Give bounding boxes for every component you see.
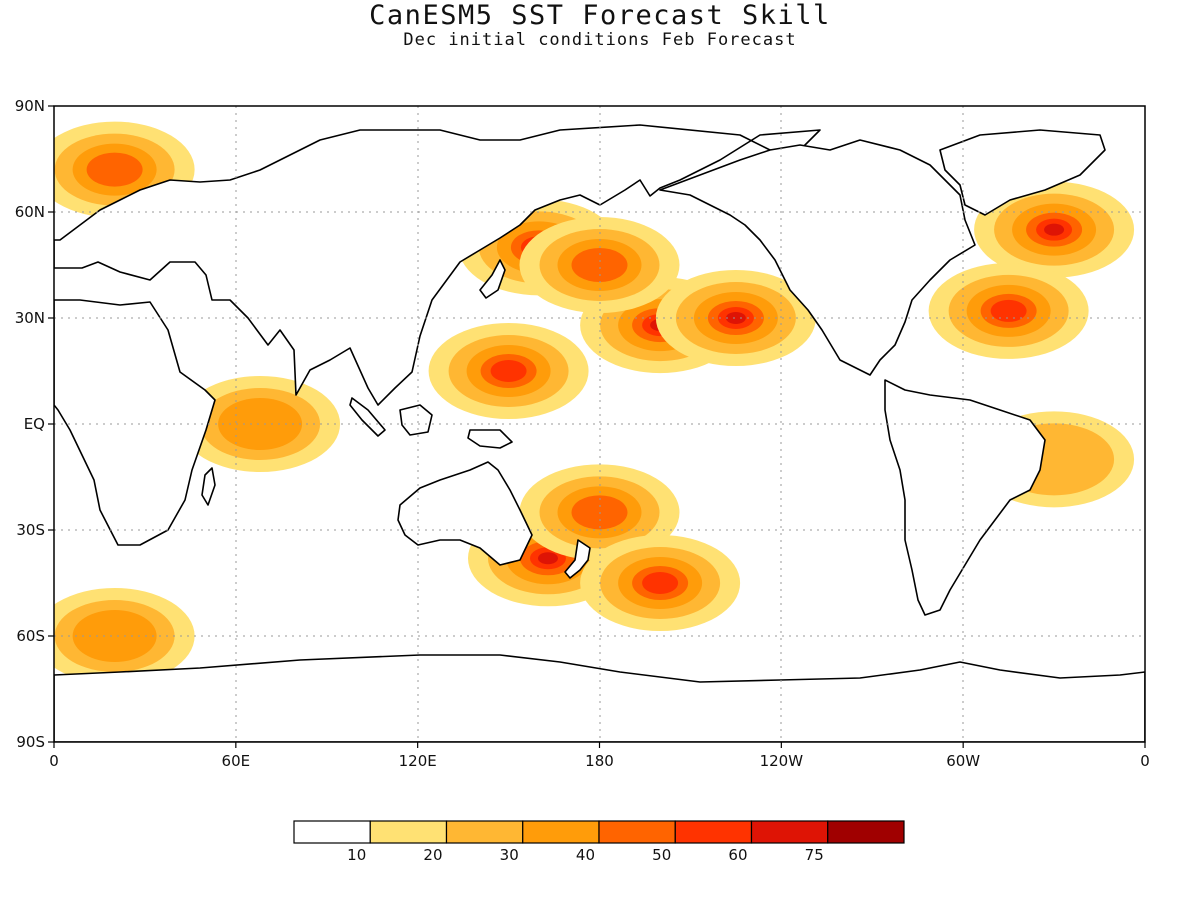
chart-subtitle: Dec initial conditions Feb Forecast xyxy=(403,30,797,50)
skill-region-11-level-30 xyxy=(72,610,157,662)
skill-region-12-level-30 xyxy=(218,398,303,450)
australia xyxy=(397,461,533,566)
y-tick-label-6: 90S xyxy=(16,733,45,751)
colorbar-label-0: 10 xyxy=(347,846,366,864)
skill-region-1-level-60 xyxy=(725,312,746,324)
y-tick-label-5: 60S xyxy=(16,627,45,645)
colorbar-swatch-1 xyxy=(369,820,448,844)
greenland xyxy=(939,129,1106,216)
skill-region-4-level-40 xyxy=(571,248,628,282)
colorbar-label-3: 40 xyxy=(576,846,595,864)
x-tick-label-3: 180 xyxy=(585,752,614,770)
y-tick-label-4: 30S xyxy=(16,521,45,539)
antarctica xyxy=(54,654,1145,742)
south-america xyxy=(884,379,1046,616)
y-tick-label-2: 30N xyxy=(15,309,45,327)
x-tick-label-0: 0 xyxy=(49,752,59,770)
borneo xyxy=(399,404,433,436)
colorbar-swatch-0 xyxy=(293,820,371,844)
axis-ticks: 0 60E 120E 180 120W 60W 0 90N 60N 30N EQ 30S 60S 90S xyxy=(15,97,1150,770)
colorbar-label-5: 60 xyxy=(728,846,747,864)
colorbar-label-4: 50 xyxy=(652,846,671,864)
north-america xyxy=(659,139,976,376)
skill-region-9-level-50 xyxy=(642,572,679,594)
colorbar-label-6: 75 xyxy=(805,846,824,864)
x-tick-label-5: 60W xyxy=(946,752,980,770)
x-tick-label-4: 120W xyxy=(760,752,804,770)
colorbar-label-2: 30 xyxy=(500,846,519,864)
chart-title: CanESM5 SST Forecast Skill xyxy=(369,0,831,31)
x-tick-label-1: 60E xyxy=(222,752,251,770)
land-mask xyxy=(54,124,1145,742)
colorbar-label-1: 20 xyxy=(423,846,442,864)
colorbar: 10 20 30 40 50 60 75 xyxy=(293,820,905,864)
eurasia-africa-coast xyxy=(54,124,821,406)
skill-region-3-level-50 xyxy=(490,360,527,382)
sumatra xyxy=(349,397,386,437)
skill-region-7-level-60 xyxy=(537,552,558,565)
x-tick-label-6: 0 xyxy=(1140,752,1150,770)
y-tick-label-3: EQ xyxy=(24,415,45,433)
grid xyxy=(54,106,1145,742)
skill-region-6-level-50 xyxy=(990,299,1027,322)
colorbar-swatch-6 xyxy=(750,820,829,844)
x-tick-label-2: 120E xyxy=(399,752,437,770)
skill-region-10-level-40 xyxy=(86,152,143,187)
colorbar-swatch-3 xyxy=(522,820,600,844)
skill-field xyxy=(54,121,1135,684)
madagascar xyxy=(201,467,216,506)
colorbar-swatch-7 xyxy=(827,820,905,844)
new-guinea xyxy=(467,429,513,449)
japan xyxy=(479,259,506,299)
y-tick-label-0: 90N xyxy=(15,97,45,115)
y-tick-label-1: 60N xyxy=(15,203,45,221)
colorbar-swatch-2 xyxy=(445,820,524,844)
africa xyxy=(54,299,216,546)
colorbar-swatch-4 xyxy=(598,820,676,844)
colorbar-swatch-5 xyxy=(674,820,753,844)
skill-region-5-level-60 xyxy=(1044,223,1065,236)
new-zealand xyxy=(564,539,591,579)
